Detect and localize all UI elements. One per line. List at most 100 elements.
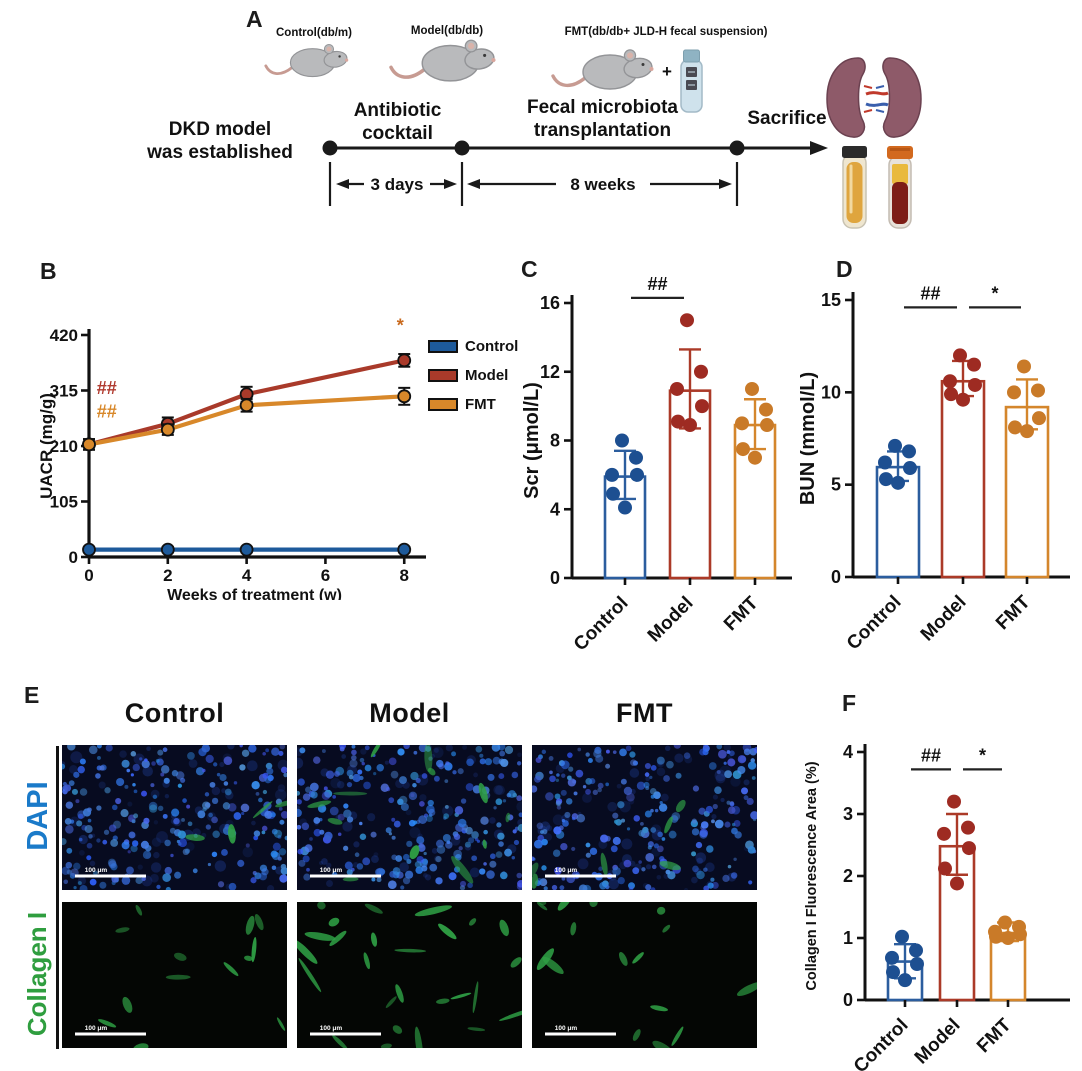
svg-text:##: ## bbox=[921, 745, 941, 765]
panel-a-graphics bbox=[264, 39, 922, 229]
chart-uacr: 0 105 210 315 420 0 2 4 6 8 Weeks of treatment (w)… bbox=[38, 315, 426, 600]
micrograph-collagen-fmt: 100 μm bbox=[532, 902, 757, 1048]
svg-text:1: 1 bbox=[843, 928, 853, 948]
legend-label: FMT bbox=[465, 396, 496, 413]
svg-text:Control: Control bbox=[850, 1015, 913, 1071]
mouse-fmt-label: FMT(db/db+ JLD-H fecal suspension) bbox=[564, 26, 768, 38]
svg-text:##: ## bbox=[920, 283, 940, 303]
svg-text:5: 5 bbox=[831, 475, 841, 495]
row-label-divider bbox=[56, 746, 59, 1049]
svg-text:100 μm: 100 μm bbox=[85, 1025, 108, 1032]
panel-e-label: E bbox=[24, 682, 40, 708]
svg-text:Collagen I Fluorescence Area (: Collagen I Fluorescence Area (%) bbox=[804, 761, 820, 990]
svg-text:Weeks of treatment (w): Weeks of treatment (w) bbox=[167, 587, 342, 600]
svg-text:100 μm: 100 μm bbox=[85, 867, 108, 874]
antibiotic-cocktail-label: Antibiotic cocktail bbox=[353, 100, 442, 144]
svg-text:100 μm: 100 μm bbox=[320, 1025, 343, 1032]
svg-text:##: ## bbox=[647, 274, 667, 294]
svg-text:0: 0 bbox=[843, 990, 853, 1010]
row-label-dapi: DAPI bbox=[22, 781, 54, 851]
mouse-control-label: Control(db/m) bbox=[275, 27, 352, 39]
mouse-fmt-illustration bbox=[551, 49, 654, 90]
svg-text:Model: Model bbox=[911, 1015, 965, 1069]
svg-text:105: 105 bbox=[50, 493, 78, 512]
kidneys-icon bbox=[826, 57, 922, 138]
svg-text:2: 2 bbox=[843, 866, 853, 886]
svg-text:10: 10 bbox=[821, 382, 841, 402]
svg-text:8: 8 bbox=[400, 566, 409, 585]
micrograph-dapi-fmt: 100 μm bbox=[532, 745, 757, 890]
blood-tube-icon bbox=[887, 146, 913, 229]
svg-text:210: 210 bbox=[50, 437, 78, 456]
svg-text:420: 420 bbox=[50, 326, 78, 345]
svg-text:##: ## bbox=[97, 378, 117, 398]
svg-text:100 μm: 100 μm bbox=[555, 1025, 578, 1032]
svg-text:100 μm: 100 μm bbox=[320, 867, 343, 874]
chart-scr: 0 4 8 12 16 Scr (μmol/L) Control Model FMT ## bbox=[521, 274, 792, 656]
svg-text:0: 0 bbox=[831, 567, 841, 587]
mouse-model-label: Model(db/db) bbox=[410, 25, 484, 37]
legend-item: Control bbox=[428, 332, 518, 361]
svg-text:15: 15 bbox=[821, 290, 841, 310]
svg-text:*: * bbox=[991, 283, 998, 303]
plus-sign: + bbox=[662, 62, 672, 81]
dkd-model-label: DKD model was established bbox=[147, 119, 293, 163]
svg-text:6: 6 bbox=[321, 566, 330, 585]
urine-tube-icon bbox=[842, 146, 867, 229]
svg-text:FMT: FMT bbox=[720, 592, 763, 635]
svg-text:Model: Model bbox=[644, 593, 698, 647]
svg-text:*: * bbox=[979, 745, 986, 765]
row-label-collagen: Collagen I bbox=[22, 911, 52, 1037]
svg-text:16: 16 bbox=[540, 293, 560, 313]
chart-uacr-legend: Control Model FMT bbox=[428, 332, 518, 419]
panel-a-label: A bbox=[246, 6, 263, 32]
svg-text:4: 4 bbox=[550, 499, 560, 519]
column-header-fmt: FMT bbox=[616, 698, 673, 728]
mouse-model-illustration bbox=[389, 39, 496, 82]
svg-text:*: * bbox=[397, 315, 404, 335]
svg-text:4: 4 bbox=[242, 566, 252, 585]
chart-bun: 0 5 10 15 BUN (mmol/L) Control Model FMT ## * bbox=[800, 283, 1070, 655]
column-header-model: Model bbox=[369, 698, 450, 728]
panel-d-label: D bbox=[836, 256, 853, 282]
svg-text:315: 315 bbox=[50, 382, 78, 401]
duration-8weeks-label: 8 weeks bbox=[570, 175, 636, 194]
svg-text:FMT: FMT bbox=[973, 1014, 1016, 1057]
svg-text:Control: Control bbox=[843, 592, 906, 655]
timeline bbox=[322, 140, 828, 206]
svg-text:Model: Model bbox=[917, 592, 971, 646]
sacrifice-label: Sacrifice bbox=[747, 108, 827, 129]
fmt-step-label: Fecal microbiota transplantation bbox=[527, 97, 678, 141]
micrograph-dapi-control: 100 μm bbox=[62, 745, 287, 890]
svg-text:12: 12 bbox=[540, 362, 560, 382]
micrograph-collagen-model: 100 μm bbox=[297, 902, 522, 1048]
svg-text:8: 8 bbox=[550, 431, 560, 451]
legend-item: FMT bbox=[428, 390, 518, 419]
svg-text:Scr (μmol/L): Scr (μmol/L) bbox=[521, 382, 543, 499]
svg-text:UACR (mg/g): UACR (mg/g) bbox=[38, 393, 56, 499]
micrograph-dapi-model: 100 μm bbox=[297, 745, 522, 890]
chart-collagen-area: 0 1 2 3 4 Collagen I Fluorescence Area (%) Con… bbox=[804, 742, 1070, 1071]
svg-text:0: 0 bbox=[69, 548, 78, 567]
panel-c-label: C bbox=[521, 256, 538, 282]
column-header-control: Control bbox=[124, 698, 225, 728]
legend-label: Control bbox=[465, 338, 519, 355]
panel-f-label: F bbox=[842, 690, 857, 716]
legend-label: Model bbox=[465, 367, 509, 384]
micrograph-collagen-control: 100 μm bbox=[62, 902, 287, 1048]
svg-text:3: 3 bbox=[843, 804, 853, 824]
duration-3days-label: 3 days bbox=[370, 175, 424, 194]
panel-b-label: B bbox=[40, 258, 57, 284]
fecal-suspension-vial-icon bbox=[680, 49, 703, 113]
svg-text:FMT: FMT bbox=[992, 591, 1035, 634]
svg-text:##: ## bbox=[97, 401, 117, 421]
svg-text:2: 2 bbox=[163, 566, 172, 585]
legend-item: Model bbox=[428, 361, 518, 390]
mouse-control-illustration bbox=[264, 43, 349, 78]
legend-swatch bbox=[428, 340, 458, 353]
svg-text:Control: Control bbox=[570, 593, 633, 656]
svg-text:100 μm: 100 μm bbox=[555, 867, 578, 874]
legend-swatch bbox=[428, 369, 458, 382]
svg-text:0: 0 bbox=[84, 566, 93, 585]
